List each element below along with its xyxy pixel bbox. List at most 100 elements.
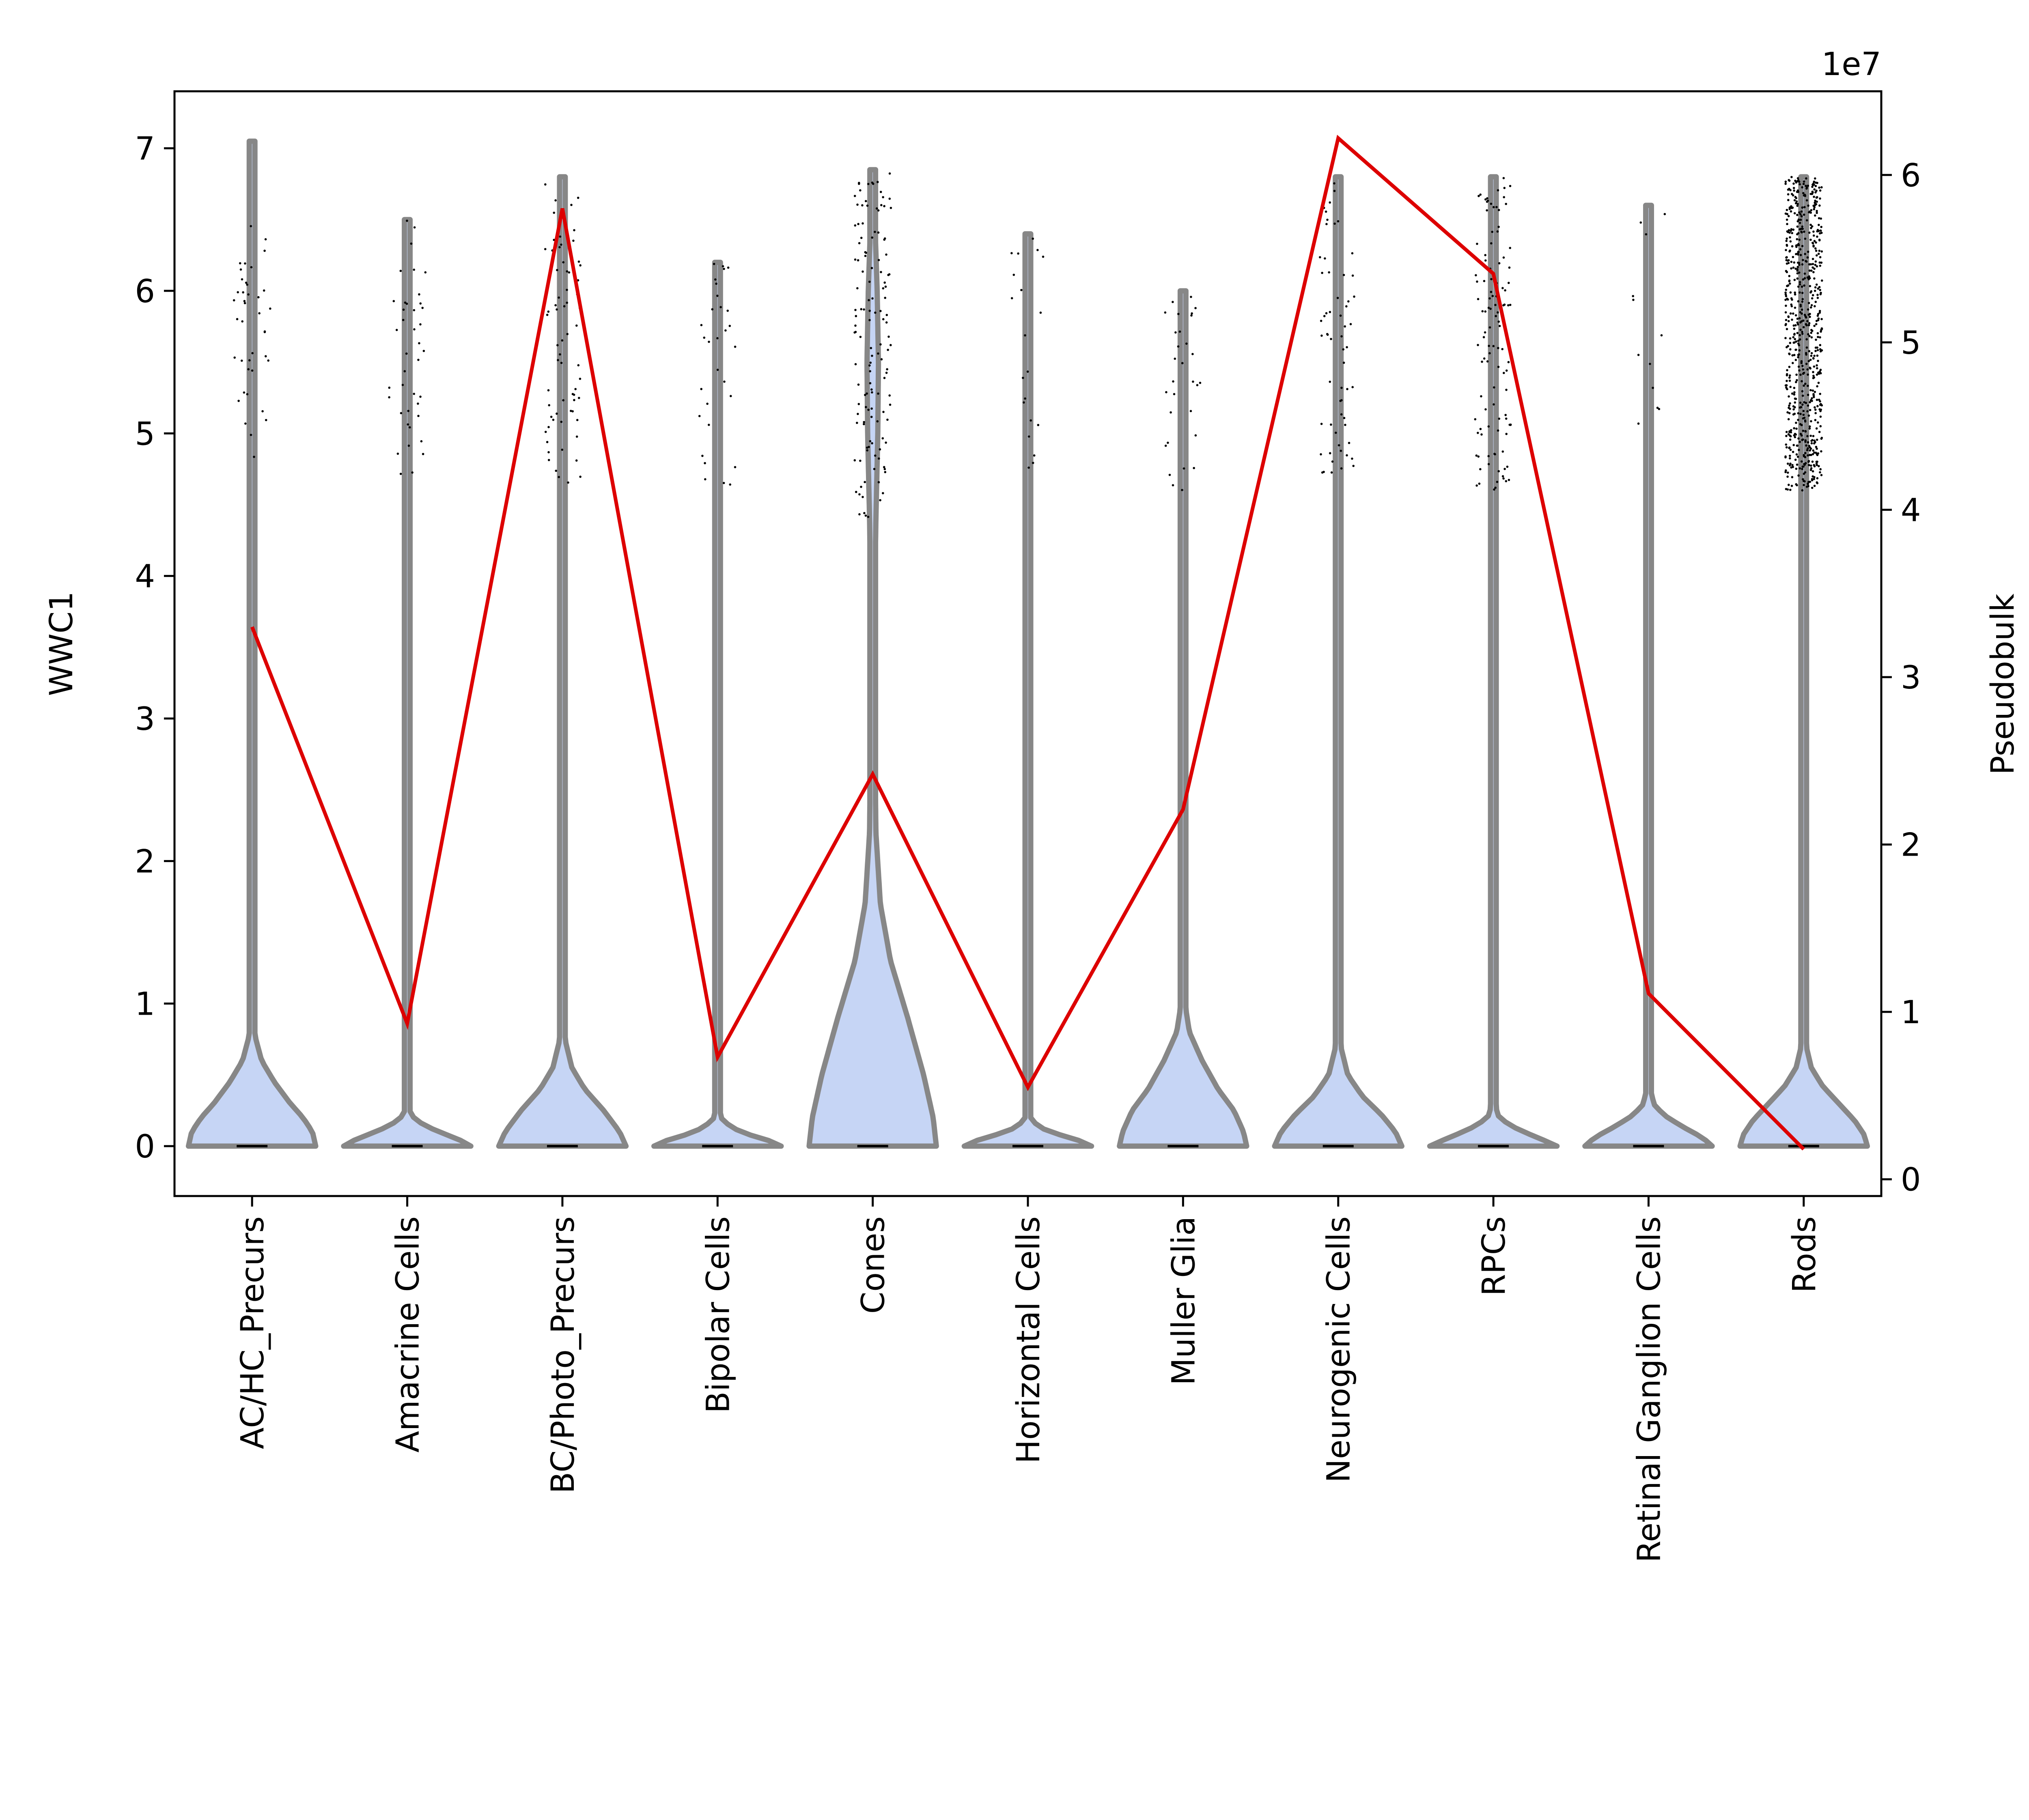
cell-dot xyxy=(1815,283,1818,286)
cell-dot xyxy=(563,305,566,308)
cell-dot xyxy=(1497,429,1499,432)
cell-dot xyxy=(1799,329,1802,331)
cell-dot xyxy=(1810,336,1813,339)
cell-dot xyxy=(1805,187,1808,189)
cell-dot xyxy=(1319,256,1321,258)
cell-dot xyxy=(1503,372,1505,374)
cell-dot xyxy=(1820,372,1822,374)
cell-dot xyxy=(1325,210,1327,213)
cell-dot xyxy=(419,323,422,326)
cell-dot xyxy=(1816,230,1819,232)
cell-dot xyxy=(251,369,254,372)
cell-dot xyxy=(1803,384,1805,387)
cell-dot xyxy=(869,361,872,364)
cell-dot xyxy=(1802,478,1804,481)
cell-dot xyxy=(1798,317,1801,320)
cell-dot xyxy=(1790,429,1792,432)
cell-dot xyxy=(868,319,871,321)
cell-dot xyxy=(1508,479,1510,481)
cell-dot xyxy=(1504,414,1507,416)
violin-7 xyxy=(1272,174,1404,1149)
cell-dot xyxy=(1799,281,1801,284)
cell-dot xyxy=(1191,353,1194,355)
cell-dot xyxy=(553,211,555,214)
cell-dot xyxy=(1810,331,1813,334)
cell-dot xyxy=(704,478,706,481)
cell-dot xyxy=(1818,204,1821,207)
cell-dot xyxy=(729,483,731,486)
cell-dot xyxy=(1784,291,1787,294)
cell-dot xyxy=(1037,424,1040,426)
cell-dot xyxy=(1790,484,1793,487)
cell-dot xyxy=(1818,261,1821,264)
cell-dot xyxy=(888,394,891,397)
cell-dot xyxy=(1793,427,1796,430)
cell-dot xyxy=(1813,439,1816,442)
cell-dot xyxy=(1342,361,1345,364)
cell-dot xyxy=(1816,297,1819,299)
cell-dot xyxy=(1820,450,1822,453)
cell-dot xyxy=(1509,303,1512,306)
cell-dot xyxy=(1336,297,1339,299)
cell-dot xyxy=(882,492,884,495)
y2-axis-label: Pseudobulk xyxy=(1985,594,2021,775)
cell-dot xyxy=(1807,404,1809,407)
cell-dot xyxy=(1505,480,1508,482)
cell-dot xyxy=(1811,389,1814,392)
cell-dot xyxy=(1820,217,1822,220)
x-tick-label: Muller Glia xyxy=(1165,1216,1202,1385)
cell-dot xyxy=(1812,230,1815,233)
cell-dot xyxy=(1817,252,1820,255)
cell-dot xyxy=(269,307,271,310)
cell-dot xyxy=(1809,469,1812,471)
cell-dot xyxy=(1030,419,1032,422)
cell-dot xyxy=(1815,250,1818,252)
cell-dot xyxy=(1020,289,1023,291)
cell-dot xyxy=(573,399,575,401)
cell-dot xyxy=(1812,374,1815,377)
cell-dot xyxy=(1809,211,1812,214)
cell-dot xyxy=(883,237,886,240)
cell-dot xyxy=(879,448,881,451)
cell-dot xyxy=(1802,183,1805,185)
cell-dot xyxy=(1801,292,1804,294)
cell-dot xyxy=(1475,484,1478,487)
cell-dot xyxy=(1484,254,1486,256)
cell-dot xyxy=(1788,231,1791,234)
cell-dot xyxy=(1807,414,1810,417)
cell-dot xyxy=(1802,410,1805,412)
cell-dot xyxy=(1788,412,1791,415)
y2-tick-label: 1 xyxy=(1901,994,1921,1031)
cell-dot xyxy=(1816,211,1818,214)
cell-dot xyxy=(860,237,863,239)
cell-dot xyxy=(1811,486,1814,489)
cell-dot xyxy=(265,355,267,357)
cell-dot xyxy=(544,183,547,186)
cell-dot xyxy=(886,418,889,421)
cell-dot xyxy=(1786,262,1788,265)
cell-dot xyxy=(869,370,871,372)
cell-dot xyxy=(698,415,701,417)
cell-dot xyxy=(575,435,578,438)
cell-dot xyxy=(405,302,408,305)
cell-dot xyxy=(869,440,872,443)
cell-dot xyxy=(882,287,885,290)
cell-dot xyxy=(1790,210,1792,213)
cell-dot xyxy=(1798,344,1801,346)
cell-dot xyxy=(1491,230,1493,233)
cell-dot xyxy=(1799,248,1802,251)
cell-dot xyxy=(1494,453,1496,456)
cell-dot xyxy=(1785,240,1788,242)
cell-dot xyxy=(1789,438,1792,441)
cell-dot xyxy=(1807,441,1809,443)
cell-dot xyxy=(1193,467,1195,469)
cell-dot xyxy=(562,399,564,402)
cell-dot xyxy=(1340,387,1343,389)
x-tick-label: Cones xyxy=(855,1216,892,1314)
cell-dot xyxy=(864,251,867,254)
cell-dot xyxy=(1349,323,1352,325)
cell-dot xyxy=(1818,430,1821,433)
cell-dot xyxy=(1477,298,1480,300)
cell-dot xyxy=(1793,333,1796,335)
cell-dot xyxy=(868,299,870,301)
